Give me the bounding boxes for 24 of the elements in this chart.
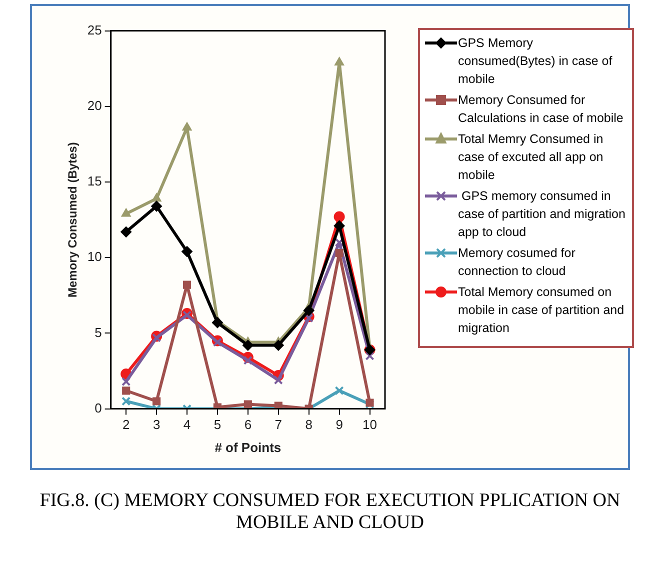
x-tick-label: 8 [305, 417, 312, 432]
y-tick-label: 20 [87, 98, 102, 113]
y-axis-title: Memory Consumed (Bytes) [66, 142, 80, 298]
y-tick-label: 25 [87, 22, 102, 38]
y-tick-label: 10 [87, 249, 102, 264]
legend-label: Total Memory consumed on mobile in case of partition and migration [458, 284, 626, 337]
x-tick-label: 3 [152, 417, 160, 432]
x-axis-title: # of Points [214, 440, 282, 455]
y-tick-label: 15 [87, 174, 102, 189]
x-tick-label: 9 [336, 417, 343, 432]
legend-label: Memory Consumed for Calculations in case of mobile [458, 92, 624, 127]
x-tick-label: 4 [183, 417, 191, 432]
caption: FIG.8. (C) MEMORY CONSUMED FOR EXECUTION PPLICATION ON MOBILE AND CLOUD [38, 490, 622, 534]
legend-label: Total Memry Consumed in case of excuted all app on mobile [458, 131, 604, 184]
y-tick-label: 5 [94, 324, 102, 340]
x-tick-label: 7 [274, 417, 282, 432]
x-tick-label: 6 [244, 417, 252, 432]
y-tick-label: 0 [94, 400, 102, 416]
x-tick-label: 2 [122, 417, 130, 432]
legend-label: Memory cosumed for connection to cloud [458, 245, 576, 280]
legend-label: GPS Memory consumed(Bytes) in case of mobile [458, 35, 614, 88]
x-tick-label: 5 [214, 417, 222, 432]
legend-label: GPS memory consumed in case of partition and migration app to cloud [458, 188, 626, 241]
x-tick-label: 10 [362, 417, 378, 432]
